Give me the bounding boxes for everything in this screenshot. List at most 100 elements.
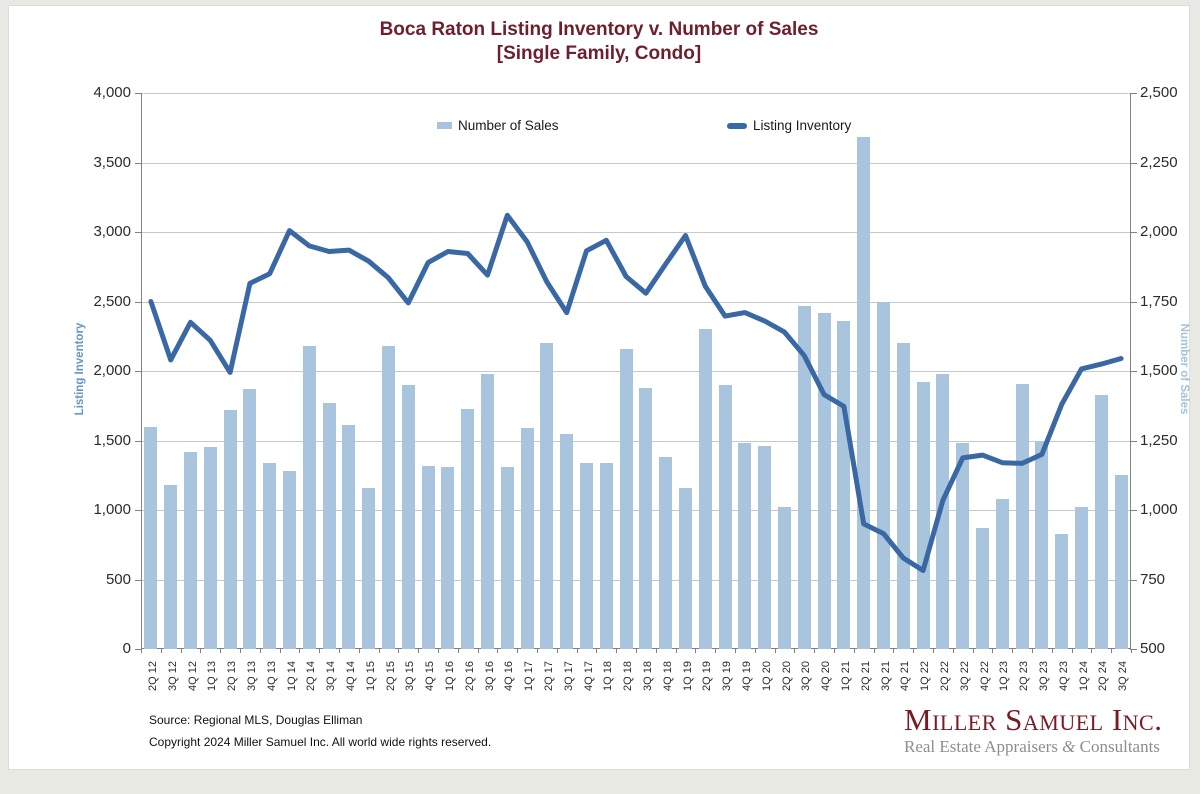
right-axis-tick-label: 2,000	[1140, 223, 1178, 240]
legend-item-inventory: Listing Inventory	[727, 118, 851, 133]
right-axis-tick-label: 500	[1140, 640, 1166, 657]
x-axis-tick	[457, 649, 459, 653]
x-axis-tick	[319, 649, 321, 653]
x-axis-label: 3Q 17	[562, 661, 575, 691]
gridline	[141, 232, 1131, 233]
bar	[619, 348, 633, 649]
bar	[936, 373, 950, 649]
left-axis-tick	[135, 232, 141, 233]
bar	[778, 507, 791, 649]
right-axis-tick	[1130, 440, 1137, 442]
bar	[560, 433, 574, 649]
bar	[342, 425, 356, 649]
x-axis-tick	[339, 649, 340, 653]
bar	[718, 384, 732, 649]
x-axis-tick	[695, 649, 697, 653]
x-axis-tick	[754, 649, 756, 653]
bar	[896, 343, 910, 649]
x-axis-label: 2Q 17	[542, 661, 555, 691]
x-axis-label: 1Q 19	[681, 661, 694, 691]
chart-subtitle: [Single Family, Condo]	[496, 43, 702, 64]
x-axis-tick	[358, 649, 360, 653]
x-axis-label: 3Q 19	[721, 661, 734, 691]
bar	[1035, 440, 1049, 649]
x-axis-label: 4Q 17	[582, 661, 595, 691]
x-axis-label: 2Q 13	[226, 661, 239, 691]
x-axis-label: 3Q 24	[1117, 661, 1130, 691]
bar	[1015, 383, 1029, 649]
company-logo: Miller Samuel Inc. Real Estate Appraiser…	[904, 704, 1162, 757]
x-axis-label: 2Q 22	[938, 661, 951, 691]
right-axis-tick-label: 1,000	[1140, 501, 1178, 518]
bar	[580, 462, 593, 649]
x-axis-label: 1Q 15	[364, 661, 377, 691]
chart-panel: Boca Raton Listing Inventory v. Number o…	[8, 5, 1190, 770]
x-axis-tick	[913, 649, 915, 653]
x-axis-label: 3Q 23	[1037, 661, 1050, 691]
x-axis-label: 2Q 21	[859, 661, 872, 691]
x-axis-label: 3Q 14	[325, 661, 338, 691]
x-axis-label: 2Q 16	[463, 661, 476, 691]
bar	[421, 465, 435, 649]
copyright-note: Copyright 2024 Miller Samuel Inc. All wo…	[149, 735, 492, 749]
x-axis-label: 4Q 16	[503, 661, 516, 691]
x-axis-tick	[972, 649, 974, 653]
left-axis-tick	[135, 649, 141, 650]
legend-item-sales: Number of Sales	[437, 118, 559, 133]
bar	[738, 443, 752, 649]
left-axis-tick-label: 2,500	[93, 292, 131, 310]
x-axis-tick	[794, 649, 796, 653]
x-axis-label: 4Q 15	[424, 661, 437, 691]
inventory-line-chart	[148, 212, 1124, 573]
right-axis-tick-label: 1,500	[1140, 362, 1178, 379]
chart-title: Boca Raton Listing Inventory v. Number o…	[379, 19, 819, 40]
right-axis-tick-label: 2,250	[1140, 153, 1178, 171]
x-axis-tick	[774, 649, 776, 653]
left-axis-tick-label: 1,500	[93, 431, 131, 449]
x-axis-tick	[438, 649, 439, 653]
x-axis-label: 1Q 17	[523, 661, 536, 691]
x-axis-label: 4Q 19	[740, 661, 753, 691]
x-axis-label: 4Q 20	[820, 661, 833, 691]
inventory-line	[148, 212, 1124, 573]
right-axis-tick	[1130, 301, 1137, 303]
left-axis-tick-label: 3,000	[93, 223, 131, 240]
x-axis-label: 4Q 21	[899, 661, 912, 691]
x-axis-label: 1Q 13	[206, 661, 219, 691]
bar	[362, 487, 376, 649]
x-axis-tick	[1051, 649, 1053, 653]
x-axis-tick	[160, 649, 162, 653]
x-axis-tick	[141, 649, 142, 653]
bar	[1075, 507, 1088, 649]
bar	[322, 402, 336, 649]
bar	[916, 382, 930, 649]
bar	[243, 389, 257, 649]
x-axis-tick	[259, 649, 261, 653]
x-axis-label: 4Q 13	[265, 661, 278, 691]
bar	[877, 301, 890, 649]
bar	[639, 387, 653, 649]
bar	[401, 384, 415, 649]
gridline	[141, 371, 1131, 372]
x-axis-tick	[952, 649, 954, 653]
x-axis-label: 3Q 22	[958, 661, 971, 691]
gridline	[141, 162, 1131, 164]
right-axis-tick	[1130, 649, 1137, 650]
x-axis-label: 3Q 15	[404, 661, 417, 691]
right-axis-tick	[1130, 579, 1137, 581]
gridline	[141, 93, 1131, 94]
left-axis-tick	[135, 579, 141, 581]
bar	[481, 373, 494, 649]
plot-area: 4,000 2,500 3,500 2,250 3,000 2,000 2,500 1,750…	[93, 85, 1177, 692]
bar	[679, 487, 692, 649]
x-axis-label: 2Q 24	[1097, 661, 1110, 691]
x-axis-label: 4Q 23	[1057, 661, 1070, 691]
logo-tagline: Real Estate Appraisers & Consultants	[904, 737, 1160, 756]
x-axis-tick	[834, 649, 835, 653]
left-axis-tick-label: 0	[122, 640, 131, 657]
x-axis-tick	[398, 649, 400, 653]
bar	[144, 426, 158, 649]
right-axis-tick-label: 1,250	[1140, 431, 1178, 449]
bar	[520, 428, 534, 649]
x-axis-label: 2Q 15	[384, 661, 397, 691]
